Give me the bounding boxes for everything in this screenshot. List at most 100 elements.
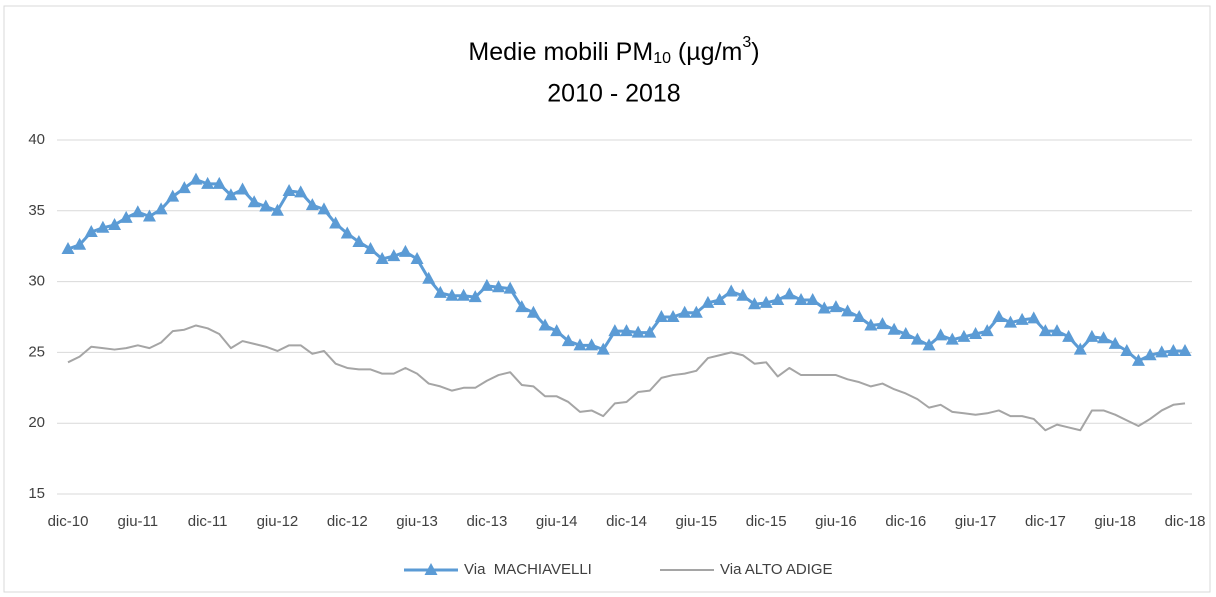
data-point	[398, 244, 412, 257]
data-point	[829, 300, 843, 313]
data-point	[631, 325, 645, 338]
title-part: (µg/m	[671, 38, 742, 66]
data-point	[620, 324, 633, 337]
x-tick-label: dic-15	[746, 513, 787, 530]
data-point	[201, 176, 215, 189]
y-tick-label: 25	[28, 343, 45, 360]
chart-title: Medie mobili PM10 (µg/m3)	[468, 34, 759, 67]
data-point	[1131, 353, 1145, 366]
x-tick-label: giu-12	[257, 513, 299, 530]
data-point	[782, 287, 796, 300]
data-point	[247, 195, 261, 208]
data-point	[131, 205, 145, 218]
data-point	[433, 285, 447, 298]
data-point	[259, 199, 273, 212]
data-point	[1085, 329, 1099, 342]
data-point	[1003, 315, 1017, 328]
data-point	[515, 300, 529, 313]
data-point	[317, 202, 331, 215]
data-point	[1062, 329, 1076, 342]
data-point	[468, 290, 482, 303]
data-point	[980, 324, 994, 337]
data-point	[1050, 324, 1064, 337]
data-point	[84, 225, 98, 238]
x-tick-label: giu-16	[815, 513, 857, 530]
data-point	[329, 216, 343, 229]
data-point	[678, 305, 692, 318]
y-tick-label: 35	[28, 202, 45, 219]
x-tick-label: giu-17	[955, 513, 997, 530]
data-point	[573, 338, 587, 351]
data-point	[236, 182, 250, 195]
data-point	[969, 326, 983, 339]
data-point	[387, 249, 401, 262]
x-tick-label: giu-18	[1094, 513, 1136, 530]
data-point	[608, 324, 622, 337]
data-point	[340, 226, 354, 239]
data-point	[934, 328, 948, 341]
data-point	[503, 281, 517, 294]
data-point	[1166, 343, 1180, 356]
data-point	[654, 310, 668, 322]
data-point	[96, 220, 110, 233]
data-point	[61, 242, 75, 255]
data-point	[701, 295, 715, 308]
x-tick-label: dic-17	[1025, 513, 1066, 530]
data-point	[910, 332, 924, 345]
data-point	[585, 338, 599, 351]
data-point	[119, 210, 133, 223]
data-point	[561, 334, 575, 347]
title-part: 10	[653, 50, 671, 67]
series-line	[67, 324, 1186, 432]
data-point	[352, 234, 366, 247]
data-point	[212, 176, 226, 189]
title-part: Medie mobili PM	[468, 38, 653, 66]
data-point	[1155, 345, 1169, 358]
data-point	[224, 188, 238, 201]
y-tick-label: 20	[28, 414, 45, 431]
y-tick-label: 30	[28, 273, 45, 290]
data-point	[875, 317, 889, 330]
data-point	[1097, 331, 1111, 344]
data-point	[771, 293, 785, 306]
data-point	[1073, 342, 1087, 355]
data-point	[480, 278, 494, 291]
data-point	[887, 322, 901, 335]
data-point	[759, 295, 773, 308]
data-point	[177, 181, 191, 194]
data-point	[817, 301, 831, 314]
data-point	[375, 251, 389, 264]
title-part: )	[751, 38, 759, 66]
data-point	[841, 304, 855, 317]
x-tick-label: giu-11	[118, 513, 159, 530]
data-point	[992, 310, 1006, 322]
data-point	[410, 251, 424, 264]
legend-label: Via ALTO ADIGE	[720, 561, 833, 578]
legend-label: Via MACHIAVELLI	[464, 561, 592, 578]
data-point	[643, 325, 657, 338]
data-point	[166, 189, 180, 202]
data-point	[1108, 336, 1122, 349]
data-point	[526, 305, 540, 318]
x-tick-label: dic-18	[1165, 513, 1206, 530]
data-point	[747, 297, 761, 310]
data-point	[142, 209, 156, 222]
data-point	[922, 338, 936, 351]
data-point	[899, 326, 913, 339]
y-tick-label: 15	[28, 485, 45, 502]
x-tick-label: giu-15	[675, 513, 717, 530]
data-point	[1038, 324, 1052, 337]
data-point	[864, 318, 878, 331]
data-point	[445, 288, 459, 301]
data-point	[270, 203, 284, 216]
x-tick-label: giu-14	[536, 513, 578, 530]
x-tick-label: dic-14	[606, 513, 647, 530]
data-point	[294, 185, 308, 198]
data-point	[108, 217, 122, 230]
x-tick-label: dic-13	[466, 513, 507, 530]
data-point	[1178, 343, 1192, 356]
data-point	[806, 293, 820, 306]
data-point	[689, 305, 703, 318]
chart-subtitle: 2010 - 2018	[547, 80, 680, 108]
